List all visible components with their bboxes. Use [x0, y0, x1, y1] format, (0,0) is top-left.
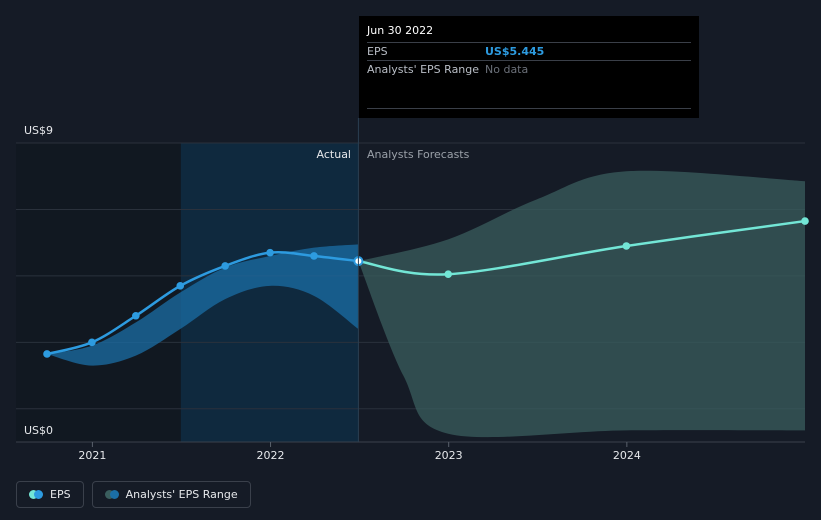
hover-tooltip: Jun 30 2022 EPS US$5.445 Analysts' EPS R… — [359, 16, 699, 118]
eps-legend-icon — [29, 490, 43, 499]
eps-actual-point — [132, 311, 140, 320]
legend-range[interactable]: Analysts' EPS Range — [91, 481, 251, 508]
eps-actual-point — [43, 350, 51, 358]
tooltip-eps-label: EPS — [367, 45, 388, 58]
pre-history-band — [16, 143, 181, 442]
range-legend-icon — [104, 490, 119, 499]
tooltip-range-row: Analysts' EPS Range No data — [367, 60, 691, 78]
x-tick-label: 2021 — [78, 449, 106, 462]
legend-eps-label: EPS — [50, 488, 71, 501]
eps-forecast-point — [801, 217, 809, 225]
eps-actual-point — [310, 252, 318, 260]
x-tick-label: 2022 — [257, 449, 285, 462]
eps-actual-point — [88, 338, 96, 347]
x-tick-label: 2024 — [613, 449, 641, 462]
eps-forecast-line — [358, 219, 806, 276]
chart-legend: EPS Analysts' EPS Range — [16, 481, 251, 508]
eps-actual-point — [221, 262, 229, 270]
forecast-range-area — [358, 170, 805, 438]
eps-points — [43, 217, 809, 358]
x-tick-label: 2023 — [435, 449, 463, 462]
tooltip-date: Jun 30 2022 — [367, 24, 434, 37]
legend-eps[interactable]: EPS — [16, 481, 84, 508]
tooltip-eps-value: US$5.445 — [485, 45, 545, 58]
y-axis-max-label: US$9 — [24, 124, 53, 137]
tooltip-eps-row: EPS US$5.445 — [367, 42, 691, 60]
tooltip-range-value: No data — [485, 63, 529, 76]
legend-range-label: Analysts' EPS Range — [125, 488, 238, 501]
eps-forecast-point — [444, 270, 453, 279]
eps-actual-point — [176, 282, 185, 290]
past-range-area — [47, 244, 359, 366]
x-axis-ticks: 2021 2022 2023 2024 — [78, 442, 641, 462]
tooltip-range-label: Analysts' EPS Range — [367, 63, 480, 76]
actual-label: Actual — [317, 148, 351, 161]
tooltip-divider — [367, 108, 691, 109]
forecast-label: Analysts Forecasts — [367, 148, 470, 161]
y-axis-min-label: US$0 — [24, 424, 53, 437]
eps-forecast-point — [622, 242, 631, 250]
eps-actual-point — [266, 248, 274, 257]
